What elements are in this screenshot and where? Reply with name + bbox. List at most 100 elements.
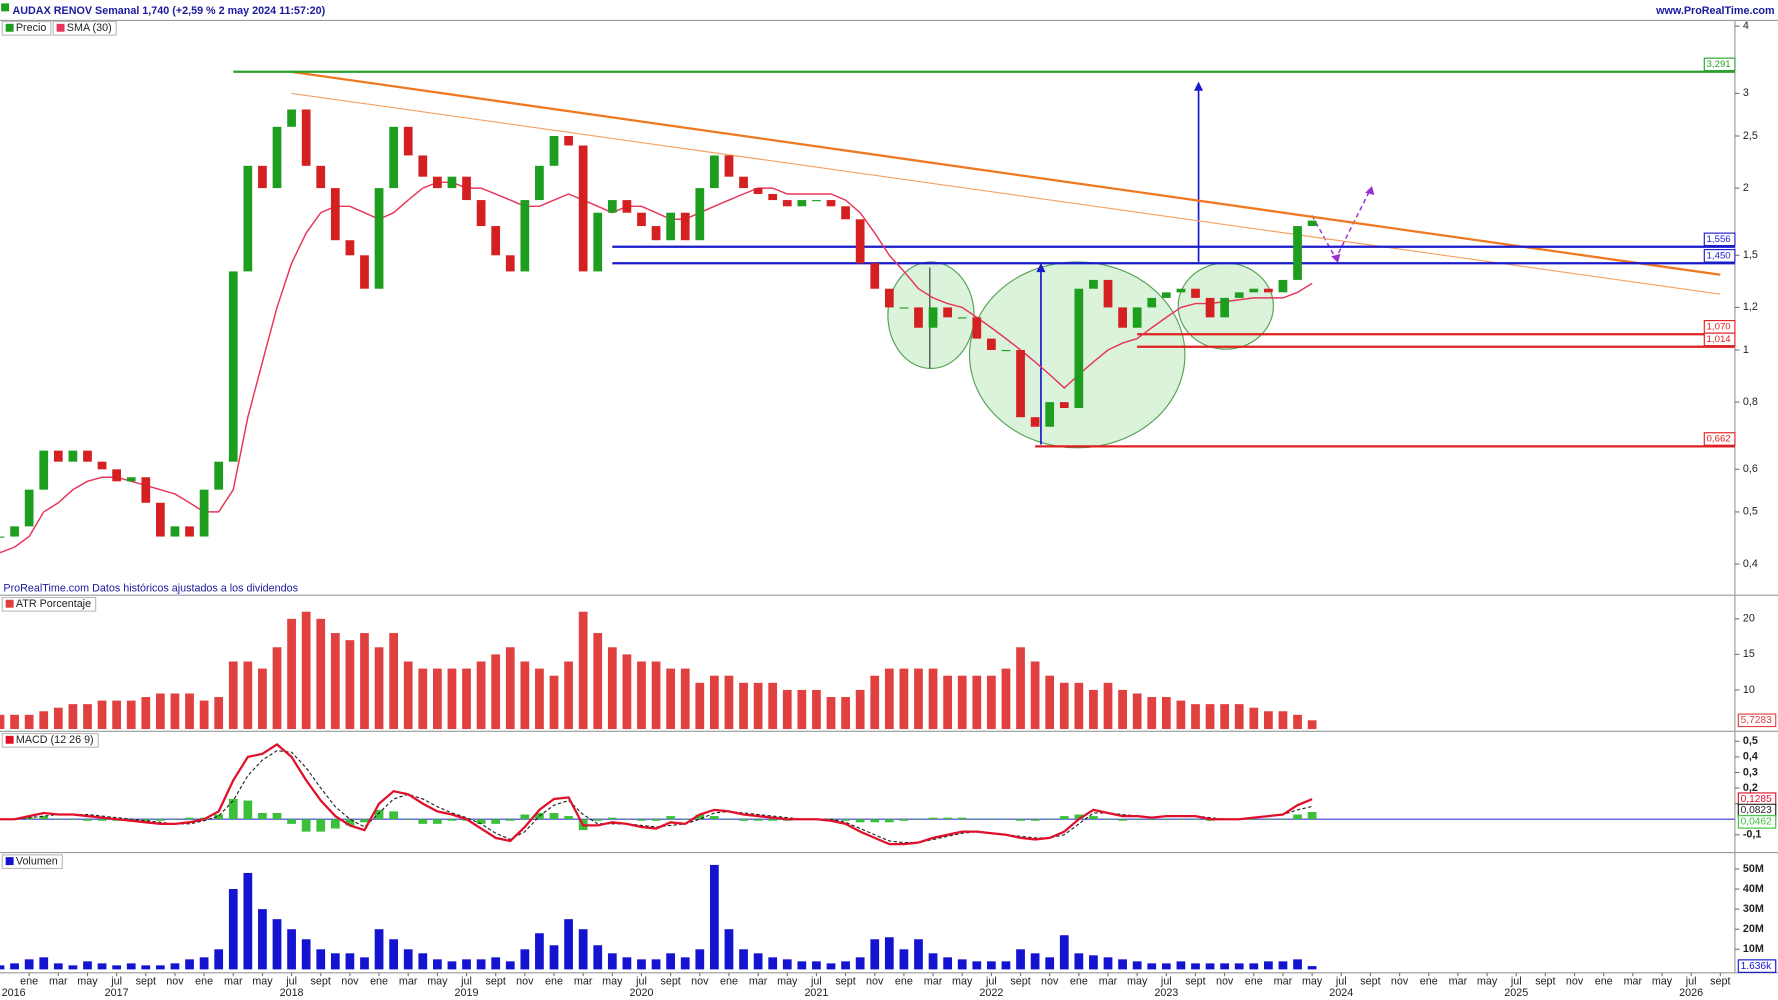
bar	[1176, 819, 1186, 820]
legend-swatch	[5, 857, 14, 866]
bar	[1001, 961, 1011, 970]
bar	[884, 819, 894, 823]
bar	[258, 812, 267, 820]
bar	[1089, 955, 1098, 970]
x-tick-label: mar	[924, 976, 943, 988]
bar	[607, 953, 617, 970]
legend-label: SMA (30)	[67, 22, 112, 34]
candle	[1220, 297, 1230, 318]
bar	[928, 953, 938, 970]
candle	[360, 255, 369, 289]
candle	[53, 450, 63, 462]
bar	[1132, 961, 1142, 970]
bar	[112, 965, 122, 970]
bar	[739, 949, 748, 970]
bar	[491, 654, 501, 730]
bar	[214, 814, 224, 820]
bar	[68, 704, 78, 730]
bar	[666, 953, 676, 970]
legend-frame	[52, 20, 117, 36]
candle	[389, 126, 399, 189]
value-label: 0,0823	[1741, 805, 1772, 816]
bar	[1278, 961, 1288, 970]
bar	[914, 668, 923, 730]
legend-swatch	[5, 599, 14, 608]
legend-swatch	[5, 735, 14, 744]
x-tick-label: mar	[1099, 976, 1118, 988]
y-tick-label: 0,5	[1743, 506, 1758, 518]
value-box: 1.636k	[1737, 959, 1777, 973]
bar	[593, 633, 603, 730]
candle	[812, 200, 821, 202]
bar	[126, 963, 136, 970]
bar	[782, 959, 792, 970]
bar	[374, 647, 384, 730]
level-box-frame	[1703, 232, 1736, 247]
bar	[403, 661, 413, 730]
candle	[1045, 402, 1055, 427]
bar	[491, 957, 501, 970]
bar	[884, 937, 894, 970]
level-box: 1,014	[1703, 332, 1736, 347]
bar	[1132, 819, 1142, 820]
bar	[39, 816, 49, 820]
candle	[1234, 292, 1244, 298]
bar	[637, 819, 646, 821]
bar	[185, 959, 194, 970]
candle	[155, 502, 165, 537]
bar	[753, 953, 763, 970]
y-tick-label: 30M	[1743, 903, 1764, 915]
candle	[782, 200, 792, 207]
bar	[724, 929, 734, 970]
candle	[97, 461, 107, 470]
candle	[170, 526, 180, 537]
bar	[520, 814, 530, 820]
y-tick-label: 0,4	[1743, 558, 1758, 570]
candle	[957, 317, 967, 319]
x-tick-label: sept	[1185, 976, 1205, 988]
bar	[0, 714, 5, 730]
bar	[1059, 682, 1069, 730]
bar	[1161, 963, 1171, 970]
bar	[272, 647, 282, 730]
bar	[68, 819, 78, 820]
candle	[520, 200, 530, 272]
level-box: 0,662	[1703, 432, 1736, 446]
year-label: 2021	[804, 987, 828, 999]
x-tick-label: sept	[1360, 976, 1380, 988]
bar	[724, 675, 734, 730]
bar	[520, 949, 530, 970]
candle	[374, 188, 384, 289]
level-label: 1,014	[1707, 334, 1732, 345]
x-tick-label: jul	[460, 976, 472, 988]
x-tick-label: mar	[1624, 976, 1643, 988]
candle	[1161, 292, 1171, 298]
bar	[10, 714, 19, 730]
bar	[345, 640, 355, 730]
bar	[870, 939, 880, 970]
candle	[68, 450, 78, 462]
bar	[83, 704, 92, 730]
legend-frame	[1, 732, 99, 748]
x-tick-label: jul	[1335, 976, 1347, 988]
bar	[1103, 957, 1113, 970]
bar	[812, 961, 821, 970]
candle	[607, 200, 617, 213]
bar	[97, 963, 107, 970]
y-tick-label: 40M	[1743, 883, 1764, 895]
bar	[549, 945, 559, 970]
legend-item: Precio	[1, 20, 52, 36]
bar	[316, 949, 326, 970]
candle	[258, 165, 267, 189]
site-link: www.ProRealTime.com	[1655, 5, 1774, 17]
candle	[505, 255, 515, 272]
y-tick-label: 1,5	[1743, 249, 1758, 261]
candle	[403, 126, 413, 156]
bar	[432, 959, 442, 970]
bar	[826, 963, 836, 970]
x-tick-label: ene	[20, 976, 38, 988]
year-label: 2017	[105, 987, 129, 999]
value-label: 0,1285	[1741, 794, 1772, 805]
candle	[112, 469, 122, 482]
